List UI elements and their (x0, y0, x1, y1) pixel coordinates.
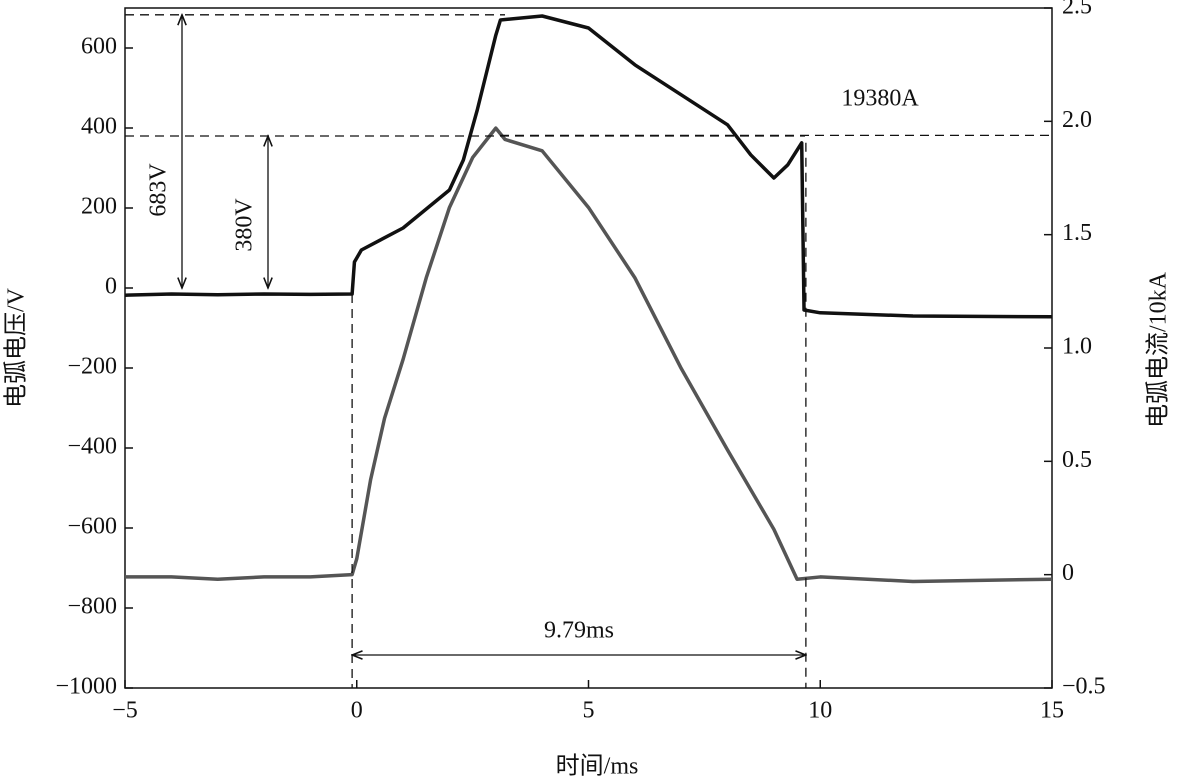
annotation-label: 380V (232, 198, 258, 252)
y-tick-label: 200 (81, 194, 117, 220)
series-line (125, 126, 1053, 584)
x-tick-label: 10 (808, 698, 832, 724)
y-tick-label: −600 (67, 514, 117, 540)
y-tick-label: 600 (81, 34, 117, 60)
x-tick-label: 0 (351, 698, 363, 724)
y-tick-label: 0 (105, 274, 117, 300)
y2-tick-label: 2.0 (1062, 107, 1092, 133)
annotation-label: 9.79ms (544, 618, 614, 644)
annotation-label: 19380A (841, 86, 919, 112)
y2-tick-label: −0.5 (1062, 674, 1106, 700)
x-tick-label: −5 (112, 698, 138, 724)
x-tick-label: 5 (583, 698, 595, 724)
y2-tick-label: 1.5 (1062, 220, 1092, 246)
y-axis-label: 电弧电压/V (3, 287, 30, 408)
x-tick-label: 15 (1040, 698, 1064, 724)
y2-tick-label: 1.0 (1062, 334, 1092, 360)
y2-tick-label: 2.5 (1062, 0, 1092, 20)
y-tick-label: −400 (67, 434, 117, 460)
y2-tick-label: 0.5 (1062, 447, 1092, 473)
y-tick-label: −200 (67, 354, 117, 380)
y-tick-label: 400 (81, 114, 117, 140)
y2-axis-label: 电弧电流/10kA (1145, 271, 1172, 428)
y-tick-label: −800 (67, 594, 117, 620)
x-axis-label: 时间/ms (556, 753, 639, 780)
y2-tick-label: 0 (1062, 560, 1074, 586)
y-tick-label: −1000 (55, 674, 117, 700)
series-line (124, 14, 1053, 319)
annotation-label: 683V (146, 163, 172, 217)
